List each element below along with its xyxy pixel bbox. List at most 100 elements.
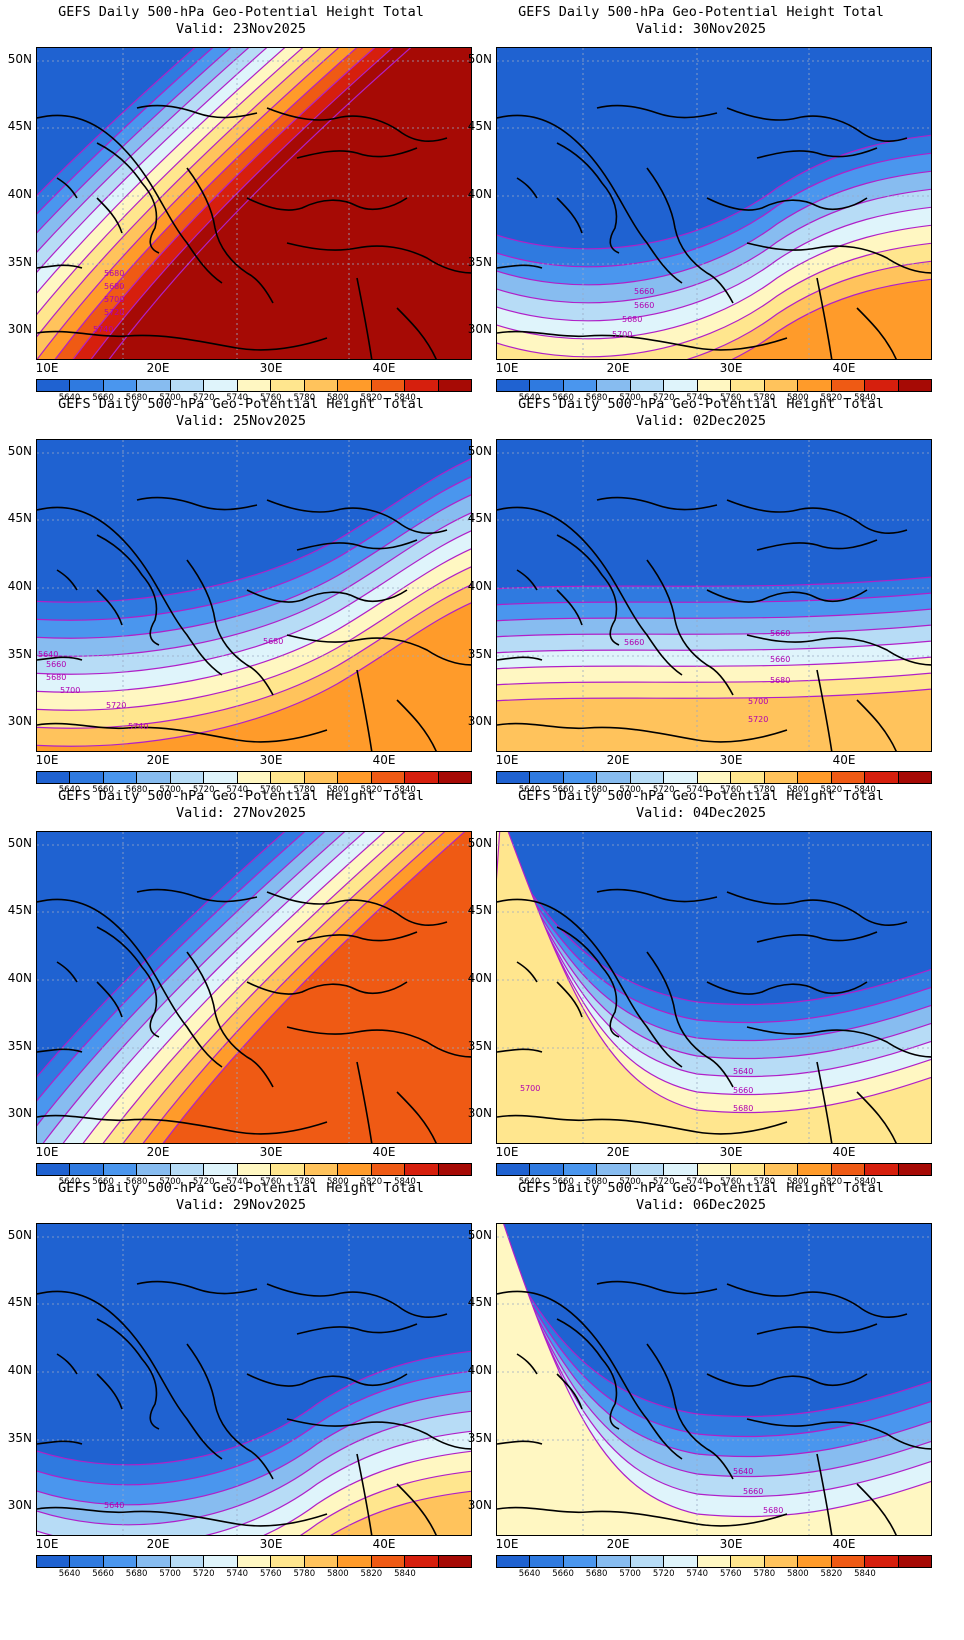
colorbar-label: 5780 <box>293 785 316 795</box>
panel-title: GEFS Daily 500-hPa Geo-Potential Height … <box>518 1180 884 1196</box>
longitude-tick-label: 10E <box>495 1537 519 1551</box>
colorbar-label: 5640 <box>518 1177 541 1187</box>
colorbar-label: 5820 <box>360 1177 383 1187</box>
coastline <box>596 888 718 903</box>
coastline <box>556 142 620 254</box>
colorbar-label: 5740 <box>226 785 249 795</box>
colorbar-swatch <box>898 1164 932 1175</box>
coastline <box>246 981 408 995</box>
coastline <box>556 1373 583 1410</box>
map-panel: GEFS Daily 500-hPa Geo-Potential Height … <box>0 1176 482 1586</box>
colorbar-label: 5640 <box>518 785 541 795</box>
colorbar-swatch <box>371 772 406 783</box>
latitude-tick-label: 50N <box>7 836 32 850</box>
latitude-tick-label: 50N <box>467 52 492 66</box>
latitude-tick-label: 35N <box>7 255 32 269</box>
colorbar-swatch <box>530 772 564 783</box>
colorbar-label: 5760 <box>719 1177 742 1187</box>
colorbar-swatch <box>405 1556 439 1567</box>
colorbar-label: 5640 <box>58 1177 81 1187</box>
height-band <box>108 48 471 359</box>
colorbar-swatch <box>731 1556 765 1567</box>
contour-label: 5660 <box>770 655 791 664</box>
coastline <box>37 264 83 269</box>
panel-valid-date: Valid: 04Dec2025 <box>635 805 767 821</box>
coastline <box>497 1114 788 1135</box>
latitude-tick-label: 45N <box>7 119 32 133</box>
coastline <box>296 147 418 159</box>
latitude-tick-label: 40N <box>7 971 32 985</box>
colorbar-swatch <box>697 772 732 783</box>
colorbar-swatch <box>37 1556 71 1567</box>
coastline <box>96 1373 123 1410</box>
colorbar-label: 5660 <box>552 785 574 795</box>
colorbar-label: 5700 <box>159 1177 181 1187</box>
contour-label: 5660 <box>733 1086 754 1095</box>
coastline <box>596 496 718 511</box>
coastline <box>646 167 734 304</box>
colorbar-label: 5700 <box>619 1569 641 1579</box>
colorbar-swatch <box>371 1164 406 1175</box>
latitude-tick-label: 50N <box>467 1228 492 1242</box>
longitude-tick-label: 40E <box>372 1537 396 1551</box>
coastline <box>856 307 897 359</box>
colorbar-label: 5800 <box>787 1177 809 1187</box>
geopotential-map <box>36 1223 472 1536</box>
latitude-tick-label: 50N <box>467 836 492 850</box>
contour-label: 5660 <box>634 301 655 310</box>
colorbar-label: 5780 <box>753 393 776 403</box>
longitude-tick-label: 30E <box>719 361 743 375</box>
colorbar-swatch <box>497 1164 531 1175</box>
coastline <box>37 656 83 661</box>
colorbar-label: 5740 <box>686 393 709 403</box>
colorbar-label: 5660 <box>552 393 574 403</box>
colorbar-label: 5700 <box>619 785 641 795</box>
panel-valid-date: Valid: 30Nov2025 <box>635 21 767 37</box>
colorbar-label: 5800 <box>327 1177 349 1187</box>
contour-label: 5660 <box>743 1487 764 1496</box>
coastline <box>497 1290 683 1460</box>
contour-label: 5640 <box>38 650 59 659</box>
map-panel: GEFS Daily 500-hPa Geo-Potential Height … <box>0 392 482 802</box>
coastline <box>266 1283 448 1319</box>
latitude-tick-label: 30N <box>7 322 32 336</box>
colorbar-swatch <box>798 1556 832 1567</box>
coastline <box>856 699 897 751</box>
colorbar-label: 5660 <box>92 785 114 795</box>
geopotential-map <box>36 47 472 360</box>
coastline <box>96 197 123 234</box>
panel-title: GEFS Daily 500-hPa Geo-Potential Height … <box>58 1180 424 1196</box>
coastline <box>136 888 258 903</box>
map-panel: GEFS Daily 500-hPa Geo-Potential Height … <box>0 784 482 1194</box>
latitude-tick-label: 35N <box>467 1431 492 1445</box>
colorbar-swatch <box>338 1556 372 1567</box>
coastline <box>356 1061 373 1143</box>
colorbar-label: 5820 <box>820 785 843 795</box>
longitude-tick-label: 20E <box>146 1145 170 1159</box>
coastline <box>746 242 931 274</box>
panel-valid-date: Valid: 27Nov2025 <box>175 805 307 821</box>
colorbar-label: 5840 <box>854 393 876 403</box>
coastline <box>516 569 538 591</box>
colorbar-label: 5720 <box>192 785 215 795</box>
panel-valid-date: Valid: 29Nov2025 <box>175 1197 307 1213</box>
contour-label: 5700 <box>520 1084 541 1093</box>
colorbar-label: 5800 <box>327 393 349 403</box>
coastline <box>816 1061 833 1143</box>
coastline <box>816 669 833 751</box>
coastline <box>286 634 471 666</box>
coastline <box>186 167 274 304</box>
coastline <box>37 114 223 284</box>
colorbar-label: 5680 <box>125 1177 148 1187</box>
coastline <box>296 931 418 943</box>
longitude-tick-label: 10E <box>35 1145 59 1159</box>
coastline <box>37 1290 223 1460</box>
latitude-tick-label: 50N <box>467 444 492 458</box>
colorbar-swatch <box>304 1164 339 1175</box>
colorbar-swatch <box>103 772 138 783</box>
colorbar-swatch <box>204 772 238 783</box>
colorbar-label: 5740 <box>686 1569 709 1579</box>
contour-label: 5680 <box>263 637 284 646</box>
geopotential-map <box>496 47 932 360</box>
coastline <box>246 197 408 211</box>
